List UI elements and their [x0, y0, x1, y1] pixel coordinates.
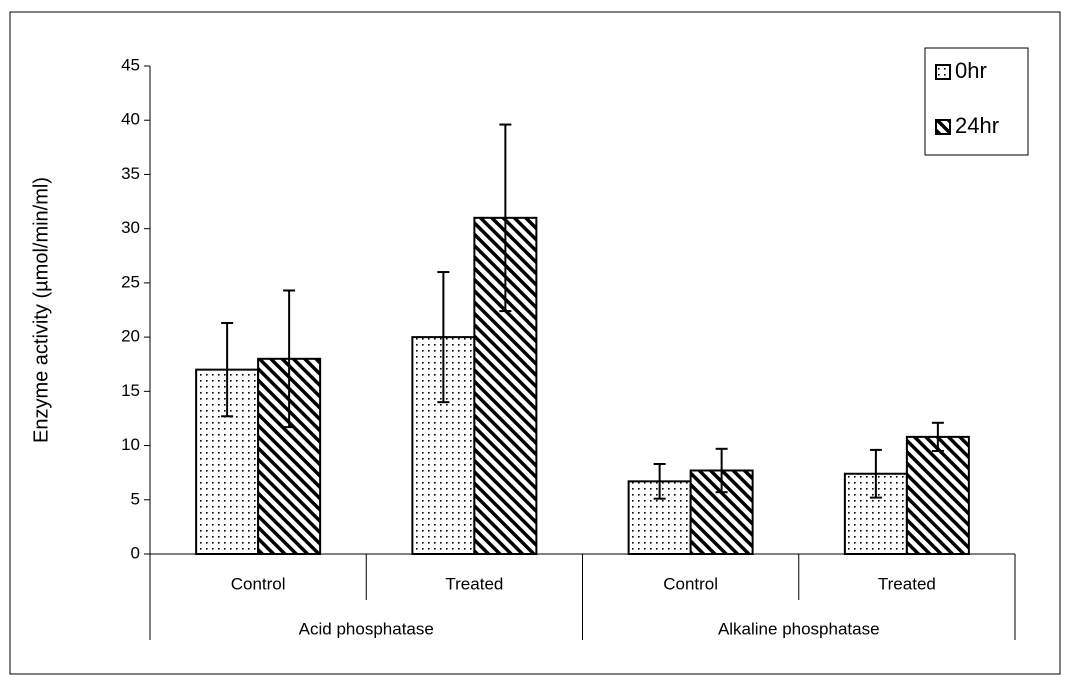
y-tick-label: 10: [121, 435, 140, 454]
legend-swatch: [935, 119, 951, 135]
group-label: Alkaline phosphatase: [718, 619, 880, 638]
y-tick-label: 30: [121, 218, 140, 237]
x-tick-label: Control: [231, 574, 286, 593]
y-tick-label: 5: [131, 489, 140, 508]
y-tick-label: 20: [121, 327, 140, 346]
legend-label: 0hr: [955, 58, 987, 83]
x-tick-label: Control: [663, 574, 718, 593]
chart-frame: [9, 11, 1061, 675]
y-tick-label: 40: [121, 110, 140, 129]
bar: [905, 435, 970, 556]
x-tick-label: Treated: [878, 574, 936, 593]
bar: [843, 472, 908, 555]
y-tick-label: 35: [121, 164, 140, 183]
y-axis-label: Enzyme activity (µmol/min/ml): [30, 177, 52, 443]
y-tick-label: 0: [131, 543, 140, 562]
legend-label: 24hr: [955, 113, 999, 138]
group-label: Acid phosphatase: [299, 619, 434, 638]
y-tick-label: 25: [121, 272, 140, 291]
y-tick-label: 15: [121, 381, 140, 400]
y-tick-label: 45: [121, 55, 140, 74]
x-tick-label: Treated: [445, 574, 503, 593]
legend-swatch: [935, 64, 951, 80]
